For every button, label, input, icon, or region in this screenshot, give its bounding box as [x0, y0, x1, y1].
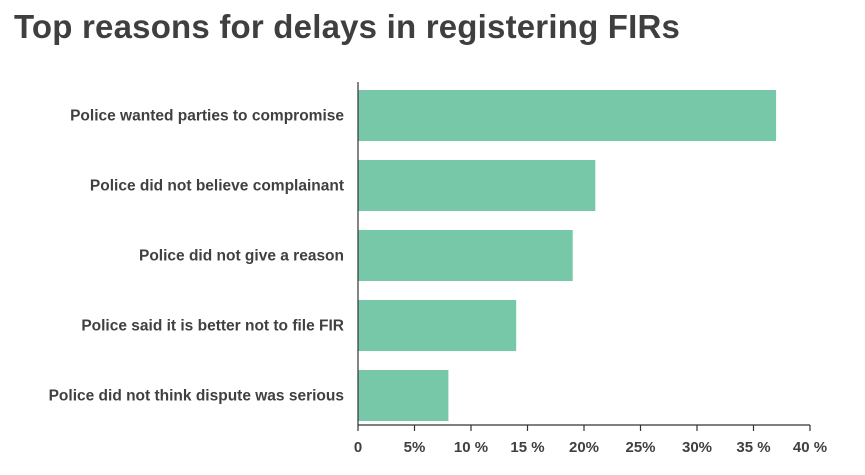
x-tick-label: 30%	[682, 439, 712, 456]
x-ticks: 0 5% 10 % 15 % 20% 25% 30% 35 % 40 %	[354, 425, 827, 456]
category-label: Police wanted parties to compromise	[70, 108, 344, 125]
x-tick-label: 25%	[625, 439, 655, 456]
bar	[358, 160, 596, 211]
x-tick-label: 35 %	[736, 439, 770, 456]
category-label: Police did not believe complainant	[90, 178, 344, 195]
x-tick-label: 40 %	[793, 439, 827, 456]
x-tick-label: 5%	[404, 439, 426, 456]
bar	[358, 230, 573, 281]
x-tick-label: 10 %	[454, 439, 488, 456]
x-tick-label: 0	[354, 439, 362, 456]
bar	[358, 300, 517, 351]
category-label: Police did not think dispute was serious	[49, 388, 344, 405]
bar	[358, 370, 449, 421]
bar	[358, 90, 777, 141]
category-labels: Police wanted parties to compromise Polic…	[49, 108, 345, 405]
category-label: Police did not give a reason	[139, 248, 344, 265]
x-tick-label: 15 %	[510, 439, 544, 456]
category-label: Police said it is better not to file FIR	[81, 318, 344, 335]
chart-title: Top reasons for delays in registering FI…	[14, 8, 681, 45]
bars-group	[358, 90, 777, 421]
x-tick-label: 20%	[569, 439, 599, 456]
